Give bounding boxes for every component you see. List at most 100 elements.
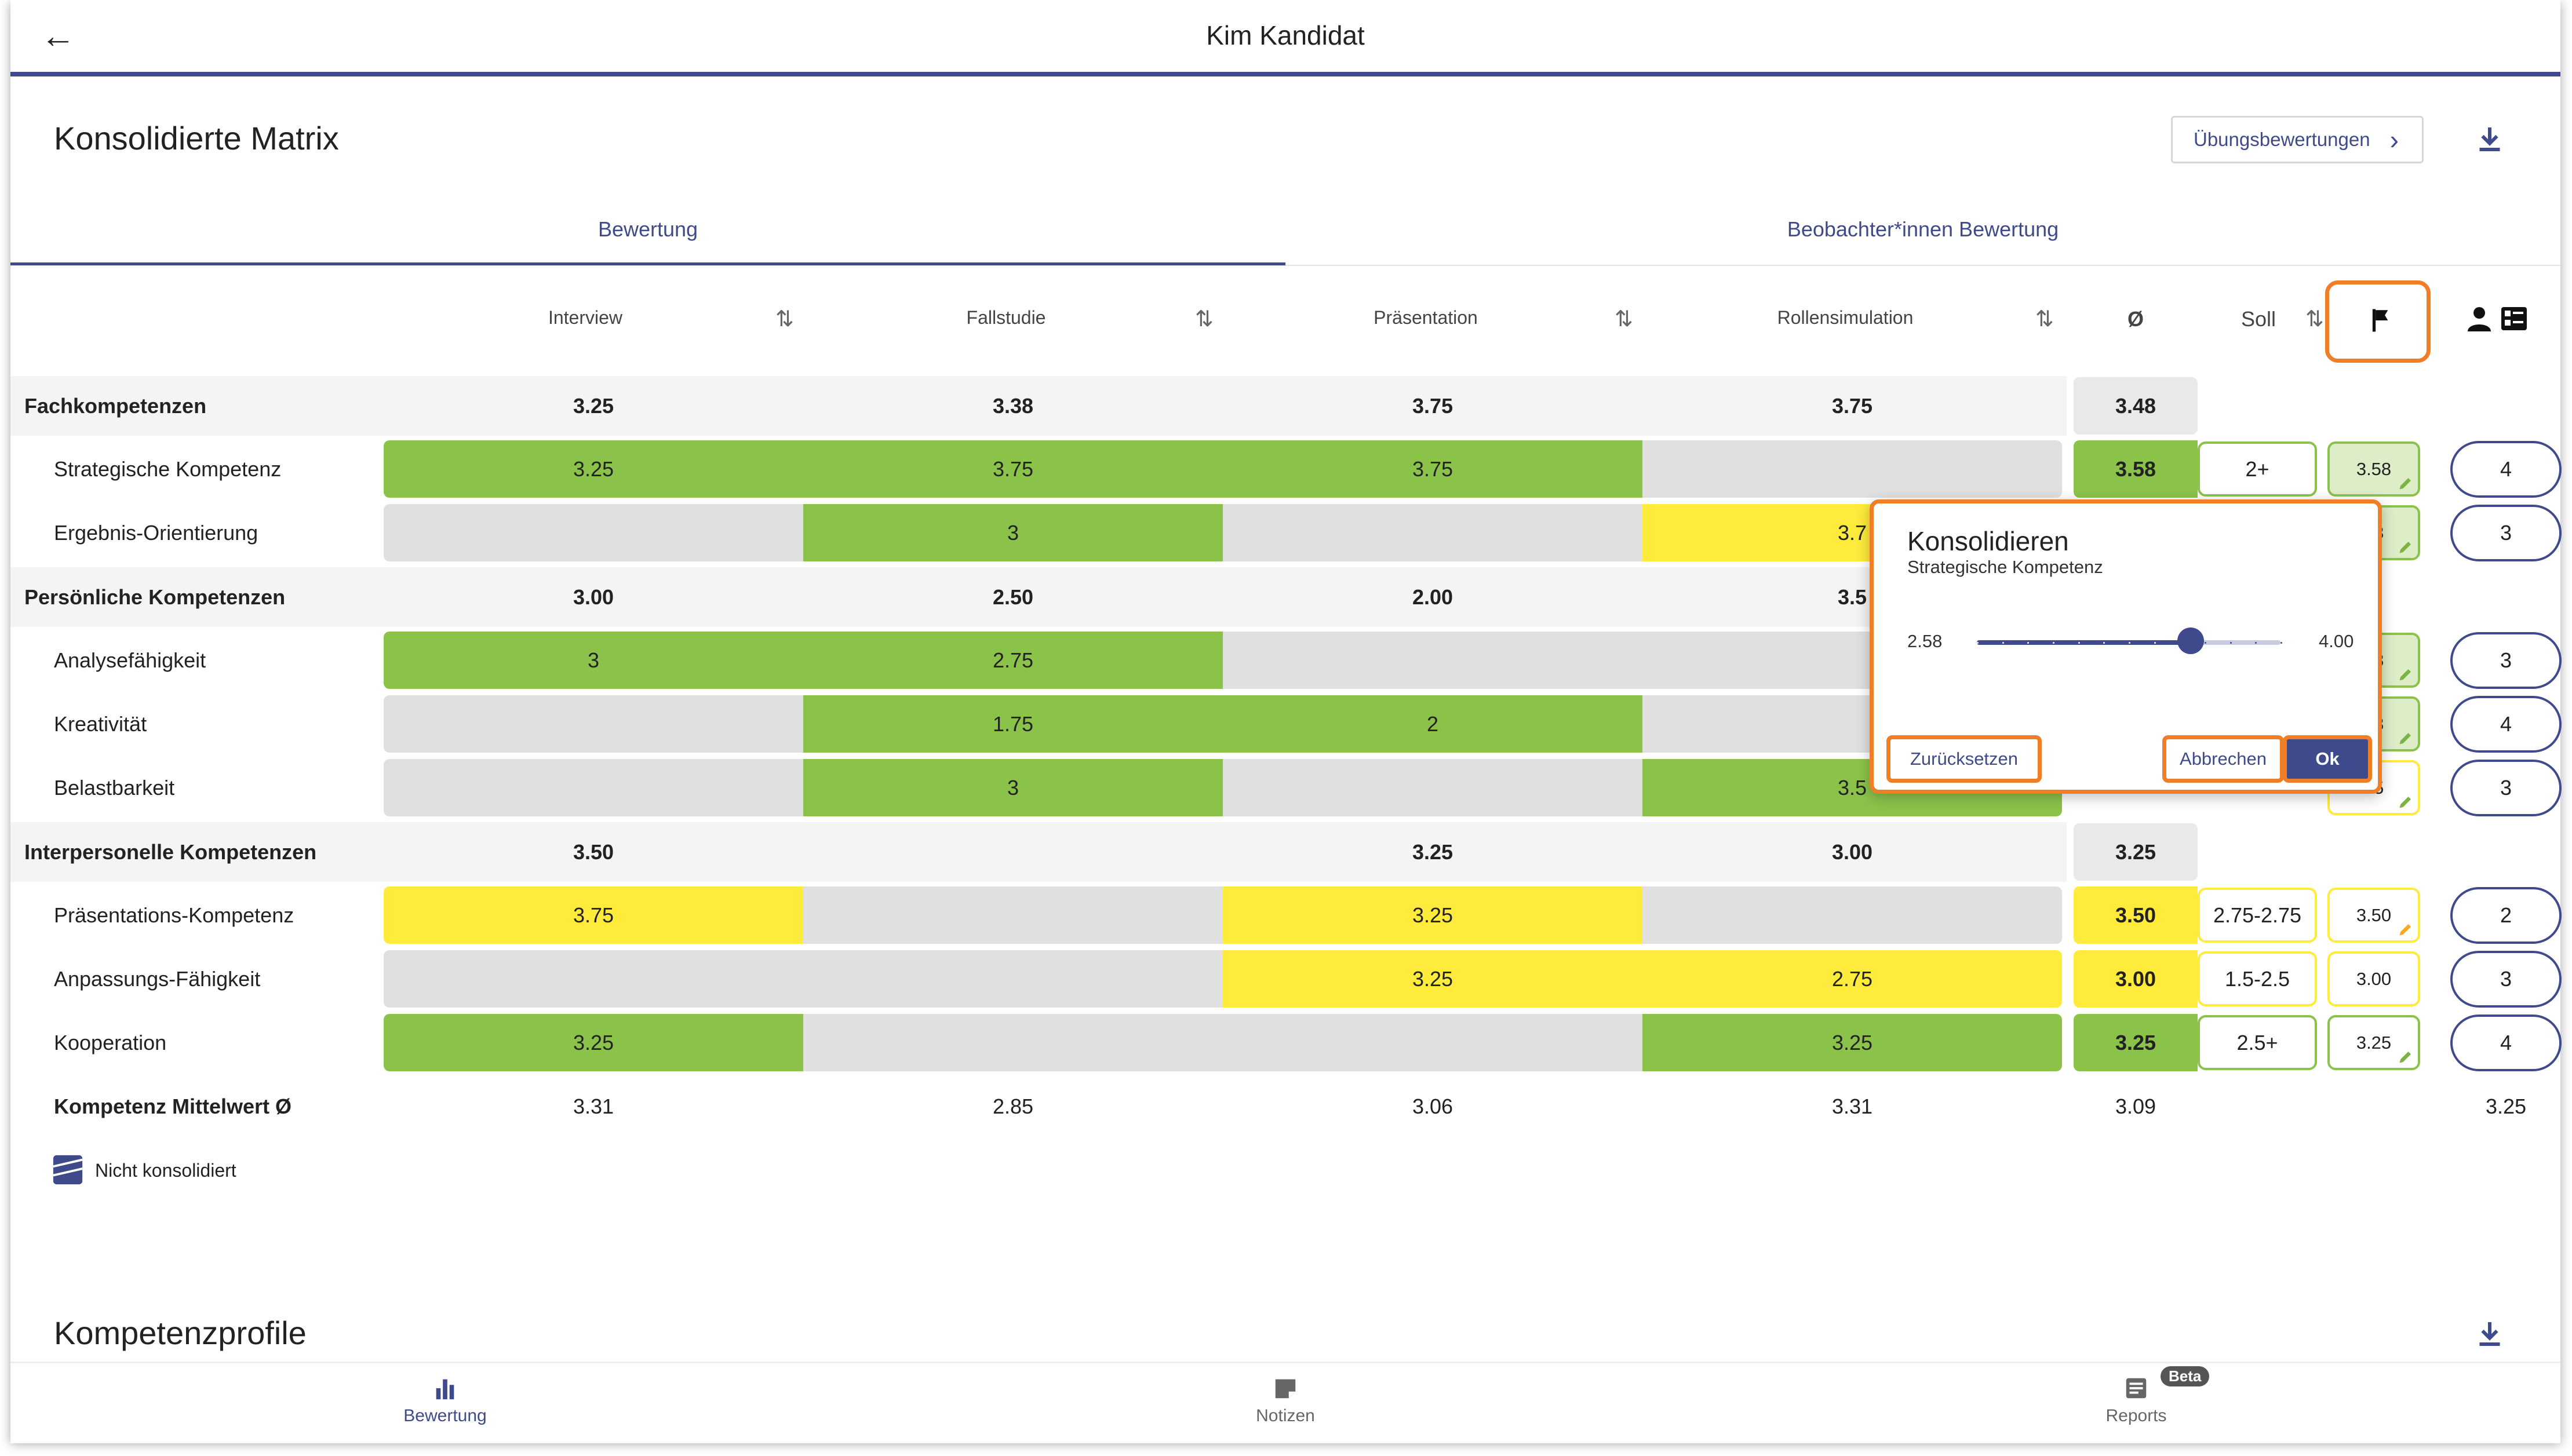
- observer-count[interactable]: 4: [2450, 696, 2562, 753]
- rating-cell[interactable]: [384, 695, 803, 753]
- rating-cell[interactable]: 3: [384, 632, 803, 689]
- nav-bewertung[interactable]: Bewertung: [381, 1375, 509, 1426]
- note-icon: [1275, 1379, 1296, 1399]
- beta-badge: Beta: [2161, 1366, 2210, 1386]
- observer-count[interactable]: 3: [2450, 632, 2562, 689]
- nav-notizen[interactable]: Notizen: [1222, 1375, 1349, 1426]
- observer-count[interactable]: 3: [2450, 505, 2562, 561]
- flag-column-button[interactable]: [2325, 280, 2431, 363]
- tab-divider: [10, 265, 2560, 266]
- person-icon[interactable]: [2465, 305, 2493, 333]
- rating-cell[interactable]: 3: [803, 504, 1223, 561]
- group-row-background: [10, 567, 2067, 627]
- consolidated-cell[interactable]: 3.00: [2327, 951, 2420, 1006]
- rating-cell[interactable]: [384, 504, 803, 561]
- rating-cell[interactable]: [1642, 886, 2062, 944]
- rating-cell[interactable]: [1223, 1014, 1642, 1071]
- consolidated-cell[interactable]: 3.58: [2327, 441, 2420, 497]
- slider-thumb[interactable]: [2177, 627, 2204, 654]
- rating-cell[interactable]: 3.25: [384, 440, 803, 498]
- slider-tick: [2103, 642, 2105, 644]
- sort-icon[interactable]: ⇅: [1195, 307, 1214, 331]
- rating-cell[interactable]: 2: [1223, 695, 1642, 753]
- rating-cell[interactable]: 3.75: [1223, 440, 1642, 498]
- mean-cell: 3.31: [1831, 1094, 1873, 1118]
- group-average: 3.25: [2074, 823, 2198, 881]
- rating-cell[interactable]: [1223, 759, 1642, 816]
- cancel-button[interactable]: Abbrechen: [2162, 735, 2284, 783]
- rating-cell[interactable]: [384, 950, 803, 1008]
- sort-icon[interactable]: ⇅: [1615, 307, 1633, 331]
- consolidated-value: 3.58: [2356, 458, 2392, 479]
- ok-button[interactable]: Ok: [2283, 735, 2372, 783]
- observer-count[interactable]: 4: [2450, 1015, 2562, 1071]
- group-cell: 2.00: [1412, 585, 1453, 609]
- rating-cell[interactable]: [803, 1014, 1223, 1071]
- section-title: Kompetenzprofile: [54, 1315, 307, 1351]
- rating-cell[interactable]: 3.25: [384, 1014, 803, 1071]
- rating-cell[interactable]: 2.75: [803, 632, 1223, 689]
- rating-cell[interactable]: [803, 886, 1223, 944]
- column-interview: Interview: [548, 307, 623, 328]
- rating-cell[interactable]: 3.25: [1223, 950, 1642, 1008]
- flag-icon: [2372, 309, 2388, 332]
- tab-bewertung[interactable]: Bewertung: [598, 217, 698, 241]
- not-consolidated-icon: [53, 1155, 83, 1185]
- candidate-name: Kim Kandidat: [1206, 20, 1365, 50]
- sort-icon[interactable]: ⇅: [2305, 307, 2324, 331]
- observer-count[interactable]: 2: [2450, 887, 2562, 944]
- group-cell: 3.25: [573, 393, 614, 418]
- rating-cell[interactable]: [1223, 632, 1642, 689]
- mean-cell: 3.06: [1412, 1094, 1453, 1118]
- top-bar: ← Kim Kandidat: [10, 0, 2560, 76]
- slider-track[interactable]: [1977, 640, 2282, 645]
- rating-cell[interactable]: [1642, 440, 2062, 498]
- exercise-ratings-button[interactable]: Übungsbewertungen ›: [2171, 116, 2424, 163]
- rating-cell[interactable]: [384, 759, 803, 816]
- mean-average: 3.09: [2115, 1094, 2156, 1118]
- tab-observer-rating[interactable]: Beobachter*innen Bewertung: [1787, 217, 2059, 241]
- group-cell: 3.00: [573, 585, 614, 609]
- nav-label: Reports: [2105, 1406, 2167, 1425]
- group-label: Persönliche Kompetenzen: [24, 585, 286, 609]
- nav-reports[interactable]: Reports: [2072, 1375, 2200, 1426]
- rating-cell[interactable]: 3.25: [1223, 886, 1642, 944]
- download-icon[interactable]: [2472, 1316, 2507, 1351]
- rating-cell[interactable]: 2.75: [1642, 950, 2062, 1008]
- observer-count[interactable]: 3: [2450, 951, 2562, 1008]
- soll-cell: 2+: [2198, 441, 2317, 497]
- consolidated-cell[interactable]: 3.50: [2327, 888, 2420, 943]
- consolidated-cell[interactable]: 3.25: [2327, 1015, 2420, 1070]
- group-cell: 3.50: [573, 840, 614, 864]
- group-cell: 3.75: [1831, 393, 1873, 418]
- consolidate-dialog: Konsolidieren Strategische Kompetenz 2.5…: [1870, 499, 2382, 794]
- slider-min-label: 2.58: [1907, 631, 1943, 651]
- rating-cell[interactable]: 3.75: [803, 440, 1223, 498]
- average-cell: 3.58: [2074, 440, 2198, 498]
- column-praesentation: Präsentation: [1374, 307, 1478, 328]
- slider-tick: [2129, 642, 2130, 644]
- slider-tick: [2027, 642, 2030, 644]
- rating-cell[interactable]: 3: [803, 759, 1223, 816]
- bar-chart-icon: [436, 1379, 454, 1400]
- slider-tick: [2205, 642, 2206, 644]
- back-arrow-icon[interactable]: ←: [41, 16, 75, 55]
- pencil-icon: [2399, 478, 2411, 490]
- reset-button[interactable]: Zurücksetzen: [1886, 735, 2042, 783]
- slider-max-label: 4.00: [2319, 631, 2354, 651]
- download-icon[interactable]: [2472, 122, 2507, 156]
- rating-cell[interactable]: 1.75: [803, 695, 1223, 753]
- list-details-icon[interactable]: [2500, 305, 2528, 333]
- rating-cell[interactable]: [803, 950, 1223, 1008]
- column-average: Ø: [2127, 307, 2144, 331]
- mean-count: 3.25: [2485, 1094, 2527, 1118]
- rating-cell[interactable]: 3.25: [1642, 1014, 2062, 1071]
- competency-label: Kreativität: [54, 712, 147, 736]
- sort-icon[interactable]: ⇅: [2035, 307, 2054, 331]
- sort-icon[interactable]: ⇅: [775, 307, 794, 331]
- rating-cell[interactable]: 3.75: [384, 886, 803, 944]
- observer-count[interactable]: 4: [2450, 441, 2562, 498]
- slider-tick: [2002, 642, 2004, 644]
- observer-count[interactable]: 3: [2450, 760, 2562, 816]
- rating-cell[interactable]: [1223, 504, 1642, 561]
